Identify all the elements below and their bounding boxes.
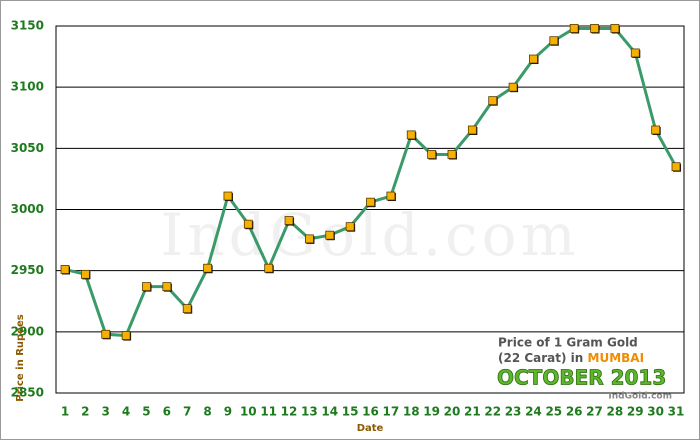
- marker: [142, 282, 151, 291]
- marker: [386, 191, 396, 201]
- marker: [284, 216, 294, 225]
- marker: [630, 48, 640, 58]
- marker: [162, 282, 172, 291]
- marker: [549, 36, 559, 46]
- source: IndGold.com: [608, 392, 672, 402]
- x-tick-label: 2: [81, 405, 89, 419]
- marker: [651, 125, 661, 135]
- marker: [590, 24, 599, 33]
- x-tick-label: 15: [342, 405, 359, 419]
- x-tick-label: 9: [224, 405, 232, 419]
- x-tick-label: 16: [362, 405, 379, 419]
- x-tick-label: 24: [525, 405, 542, 419]
- y-tick-label: 2850: [11, 386, 44, 400]
- annotation-line: (22 Carat) in MUMBAI: [498, 351, 644, 365]
- marker: [304, 234, 314, 244]
- x-tick-label: 17: [383, 405, 400, 419]
- x-tick-label: 28: [607, 405, 624, 419]
- marker: [447, 150, 457, 159]
- x-tick-label: 13: [301, 405, 318, 419]
- x-tick-label: 20: [444, 405, 461, 419]
- watermark: IndGold.com: [160, 201, 579, 269]
- marker: [223, 191, 233, 201]
- marker: [488, 96, 498, 106]
- marker: [325, 230, 335, 240]
- y-tick-label: 3100: [11, 80, 44, 94]
- marker: [80, 269, 90, 279]
- x-tick-label: 8: [203, 405, 211, 419]
- y-tick-label: 2950: [11, 263, 44, 277]
- annotation-month: OCTOBER 2013: [497, 366, 666, 390]
- x-tick-label: 4: [122, 405, 130, 419]
- marker: [345, 222, 355, 232]
- marker: [508, 82, 518, 92]
- x-tick-label: 3: [102, 405, 110, 419]
- marker: [610, 24, 620, 33]
- x-tick-label: 14: [321, 405, 338, 419]
- x-tick-label: 21: [464, 405, 481, 419]
- marker: [406, 130, 416, 140]
- x-tick-label: 23: [505, 405, 522, 419]
- x-tick-label: 10: [240, 405, 257, 419]
- annotation-line: Price of 1 Gram Gold: [498, 336, 638, 350]
- x-tick-label: 5: [142, 405, 150, 419]
- annotation: Price of 1 Gram Gold (22 Carat) in MUMBA…: [497, 336, 672, 402]
- marker: [529, 54, 538, 64]
- x-tick-label: 25: [545, 405, 562, 419]
- x-tick-label: 11: [260, 405, 277, 419]
- x-tick-label: 12: [281, 405, 298, 419]
- x-tick-label: 18: [403, 405, 420, 419]
- x-tick-label: 7: [183, 405, 191, 419]
- marker: [182, 304, 192, 313]
- y-axis-label: Price in Rupees: [15, 314, 26, 401]
- x-tick-label: 27: [586, 405, 603, 419]
- marker: [366, 197, 375, 207]
- marker: [101, 329, 111, 339]
- x-tick-label: 22: [484, 405, 501, 419]
- x-tick-label: 31: [668, 405, 685, 419]
- y-tick-label: 2900: [11, 324, 44, 338]
- marker: [427, 150, 437, 159]
- marker: [121, 331, 131, 340]
- x-tick-label: 26: [566, 405, 583, 419]
- marker: [203, 263, 212, 273]
- marker: [264, 263, 274, 273]
- x-tick-label: 29: [627, 405, 644, 419]
- y-tick-label: 3150: [11, 19, 44, 33]
- x-tick-label: 19: [423, 405, 440, 419]
- x-axis-label: Date: [357, 423, 384, 434]
- marker: [467, 125, 477, 135]
- marker: [243, 219, 253, 229]
- x-tick-label: 1: [61, 405, 69, 419]
- x-tick-label: 6: [163, 405, 171, 419]
- marker: [60, 265, 70, 274]
- y-tick-label: 3050: [11, 141, 44, 155]
- x-tick-label: 30: [647, 405, 664, 419]
- marker: [569, 24, 579, 33]
- y-tick-label: 3000: [11, 202, 44, 216]
- marker: [671, 162, 681, 172]
